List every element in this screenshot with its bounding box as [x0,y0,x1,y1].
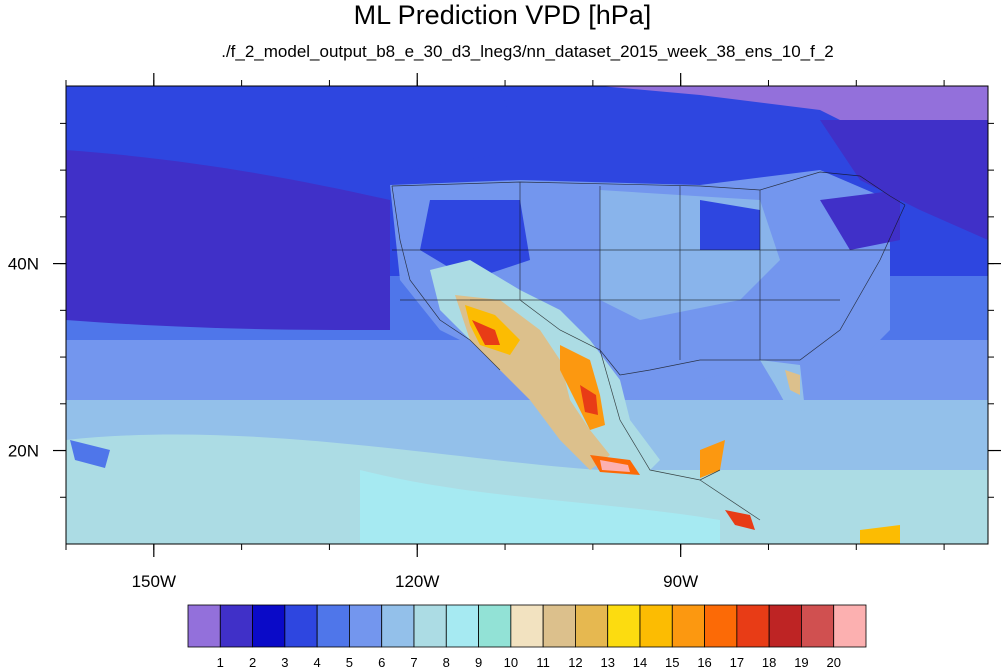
colorbar-label: 15 [665,655,679,670]
lon-tick-label: 150W [132,572,176,591]
colorbar-swatch [833,604,867,648]
colorbar-label: 10 [504,655,518,670]
colorbar-swatch [736,604,770,648]
colorbar-label: 1 [217,655,224,670]
colorbar-label: 18 [762,655,776,670]
colorbar-swatch [316,604,350,648]
colorbar-swatch [349,604,383,648]
colorbar: 1 2 3 4 5 6 7 8 9 10 11 12 13 14 15 16 17 18 19 20 [187,604,867,670]
map-subtitle: ./f_2_model_output_b8_e_30_d3_lneg3/nn_d… [221,42,834,61]
colorbar-swatch [413,604,447,648]
colorbar-swatch [671,604,705,648]
colorbar-swatch [478,604,512,648]
lon-tick-label: 120W [395,572,439,591]
colorbar-swatch [381,604,415,648]
colorbar-label: 19 [794,655,808,670]
colorbar-swatch [284,604,318,648]
colorbar-swatch [704,604,738,648]
colorbar-label: 6 [378,655,385,670]
vpd-field [66,86,988,544]
colorbar-label: 5 [346,655,353,670]
colorbar-label: 11 [536,655,550,670]
colorbar-label: 7 [410,655,417,670]
map-title: ML Prediction VPD [hPa] [353,0,652,30]
colorbar-swatch [445,604,479,648]
colorbar-label: 16 [697,655,711,670]
colorbar-label: 17 [730,655,744,670]
lat-tick-label: 40N [8,255,39,274]
lat-tick-label: 20N [8,442,39,461]
colorbar-swatch [768,604,802,648]
colorbar-swatch [575,604,609,648]
colorbar-swatch [510,604,544,648]
map-frame [65,85,989,545]
colorbar-label: 12 [568,655,582,670]
colorbar-label: 3 [281,655,288,670]
lon-tick-label: 90W [663,572,698,591]
colorbar-swatch [801,604,835,648]
colorbar-swatch [542,604,576,648]
colorbar-label: 13 [600,655,614,670]
colorbar-label: 8 [443,655,450,670]
colorbar-label: 4 [314,655,321,670]
colorbar-swatch [639,604,673,648]
colorbar-label: 14 [633,655,647,670]
colorbar-swatch [252,604,286,648]
colorbar-label: 2 [249,655,256,670]
axis-ticks: 150W 120W 90W 40N 20N [8,73,1001,591]
colorbar-label: 9 [475,655,482,670]
colorbar-label: 20 [826,655,840,670]
colorbar-swatch [219,604,253,648]
colorbar-swatch [187,604,221,648]
colorbar-swatch [607,604,641,648]
